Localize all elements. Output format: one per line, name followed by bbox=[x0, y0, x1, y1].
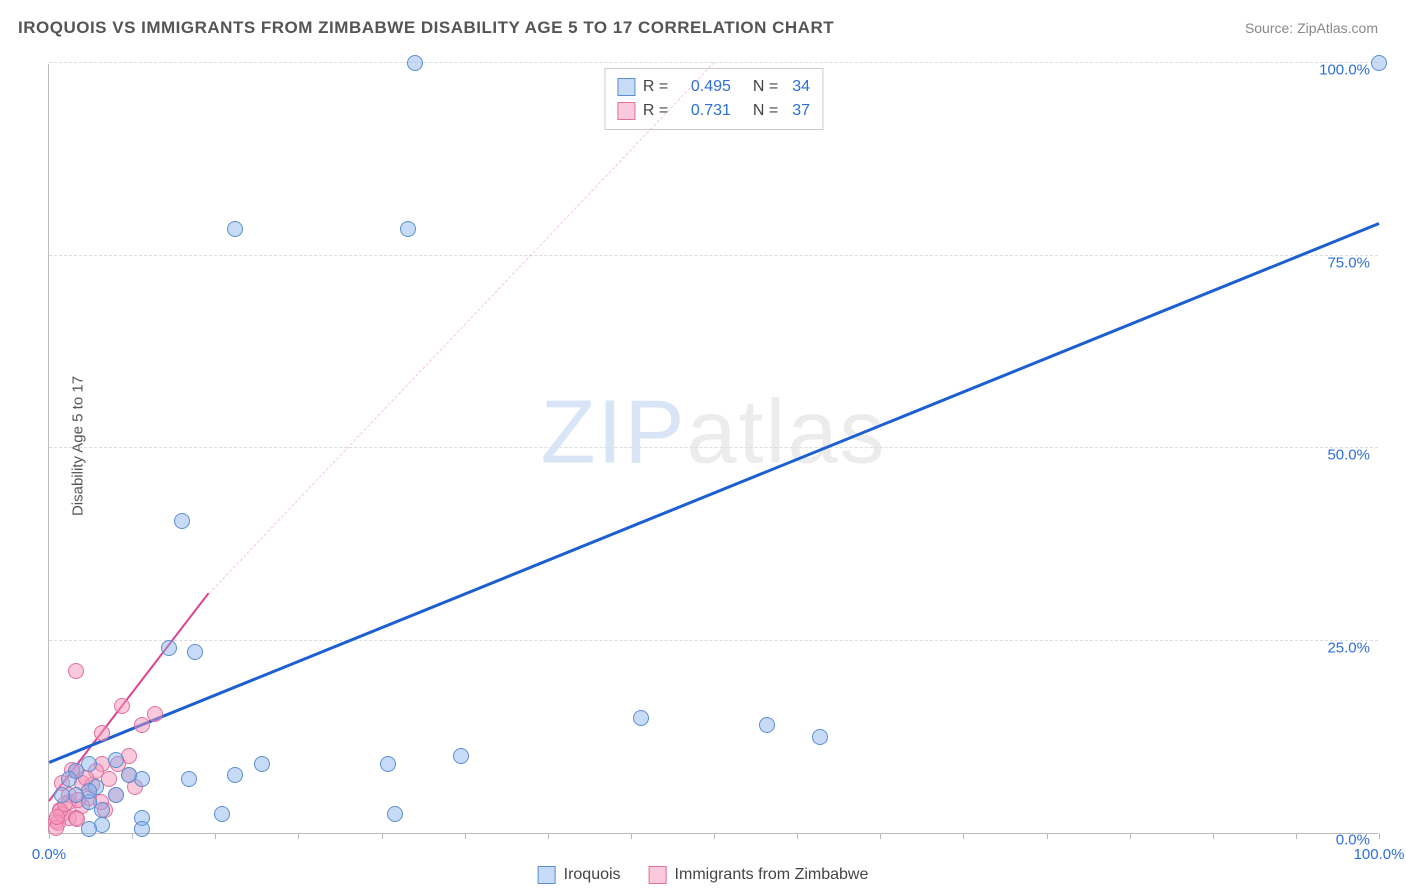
r-value: 0.731 bbox=[679, 99, 731, 123]
x-tick bbox=[465, 833, 466, 839]
data-point bbox=[1371, 55, 1387, 71]
data-point bbox=[812, 729, 828, 745]
legend-swatch bbox=[617, 102, 635, 120]
n-value: 34 bbox=[792, 75, 810, 99]
x-tick-label: 100.0% bbox=[1354, 846, 1405, 863]
r-label: R = bbox=[643, 75, 671, 99]
x-tick bbox=[1379, 833, 1380, 839]
legend-item: Iroquois bbox=[538, 866, 621, 884]
data-point bbox=[254, 756, 270, 772]
data-point bbox=[114, 698, 130, 714]
x-tick bbox=[963, 833, 964, 839]
x-tick bbox=[714, 833, 715, 839]
data-point bbox=[121, 767, 137, 783]
scatter-chart: ZIPatlas R =0.495N =34R =0.731N =37 0.0%… bbox=[48, 64, 1378, 834]
n-label: N = bbox=[753, 99, 778, 123]
data-point bbox=[81, 783, 97, 799]
data-point bbox=[759, 717, 775, 733]
gridline bbox=[49, 447, 1378, 448]
data-point bbox=[227, 221, 243, 237]
y-tick-label: 50.0% bbox=[1327, 447, 1370, 464]
data-point bbox=[68, 663, 84, 679]
data-point bbox=[633, 710, 649, 726]
x-tick bbox=[1213, 833, 1214, 839]
data-point bbox=[387, 806, 403, 822]
n-value: 37 bbox=[792, 99, 810, 123]
data-point bbox=[94, 725, 110, 741]
data-point bbox=[134, 821, 150, 837]
x-tick bbox=[880, 833, 881, 839]
data-point bbox=[187, 644, 203, 660]
data-point bbox=[174, 513, 190, 529]
gridline bbox=[49, 640, 1378, 641]
legend-swatch bbox=[617, 78, 635, 96]
x-tick bbox=[1296, 833, 1297, 839]
x-tick bbox=[298, 833, 299, 839]
chart-title: IROQUOIS VS IMMIGRANTS FROM ZIMBABWE DIS… bbox=[18, 18, 834, 38]
data-point bbox=[108, 752, 124, 768]
x-tick bbox=[548, 833, 549, 839]
data-point bbox=[54, 787, 70, 803]
source-link[interactable]: ZipAtlas.com bbox=[1297, 20, 1378, 36]
x-tick bbox=[797, 833, 798, 839]
data-point bbox=[227, 767, 243, 783]
legend-swatch bbox=[538, 866, 556, 884]
n-label: N = bbox=[753, 75, 778, 99]
stats-legend-row: R = 0.495 N = 34 bbox=[617, 75, 810, 99]
x-tick bbox=[1130, 833, 1131, 839]
data-point bbox=[453, 748, 469, 764]
legend-label: Iroquois bbox=[564, 866, 621, 884]
trend-line bbox=[208, 62, 714, 594]
data-point bbox=[161, 640, 177, 656]
data-point bbox=[147, 706, 163, 722]
data-point bbox=[81, 821, 97, 837]
x-tick bbox=[215, 833, 216, 839]
x-tick bbox=[132, 833, 133, 839]
watermark: ZIPatlas bbox=[540, 382, 886, 485]
data-point bbox=[108, 787, 124, 803]
data-point bbox=[181, 771, 197, 787]
x-tick bbox=[631, 833, 632, 839]
data-point bbox=[400, 221, 416, 237]
source-attribution: Source: ZipAtlas.com bbox=[1245, 20, 1378, 36]
legend-swatch bbox=[649, 866, 667, 884]
data-point bbox=[94, 802, 110, 818]
r-value: 0.495 bbox=[679, 75, 731, 99]
x-tick-label: 0.0% bbox=[32, 846, 66, 863]
series-legend: Iroquois Immigrants from Zimbabwe bbox=[538, 866, 869, 884]
legend-item: Immigrants from Zimbabwe bbox=[649, 866, 869, 884]
source-prefix: Source: bbox=[1245, 20, 1297, 36]
x-tick bbox=[1047, 833, 1048, 839]
y-tick-label: 75.0% bbox=[1327, 254, 1370, 271]
watermark-zip: ZIP bbox=[540, 383, 686, 483]
data-point bbox=[380, 756, 396, 772]
stats-legend-row: R =0.731N =37 bbox=[617, 99, 810, 123]
data-point bbox=[61, 771, 77, 787]
gridline bbox=[49, 255, 1378, 256]
data-point bbox=[214, 806, 230, 822]
y-tick-label: 100.0% bbox=[1319, 62, 1370, 79]
data-point bbox=[134, 717, 150, 733]
legend-label: Immigrants from Zimbabwe bbox=[675, 866, 869, 884]
stats-legend: R = 0.495 N = 34R = 0.731 N = 37 bbox=[604, 68, 823, 130]
trend-line bbox=[49, 222, 1380, 763]
data-point bbox=[407, 55, 423, 71]
x-tick bbox=[382, 833, 383, 839]
y-tick-label: 25.0% bbox=[1327, 639, 1370, 656]
